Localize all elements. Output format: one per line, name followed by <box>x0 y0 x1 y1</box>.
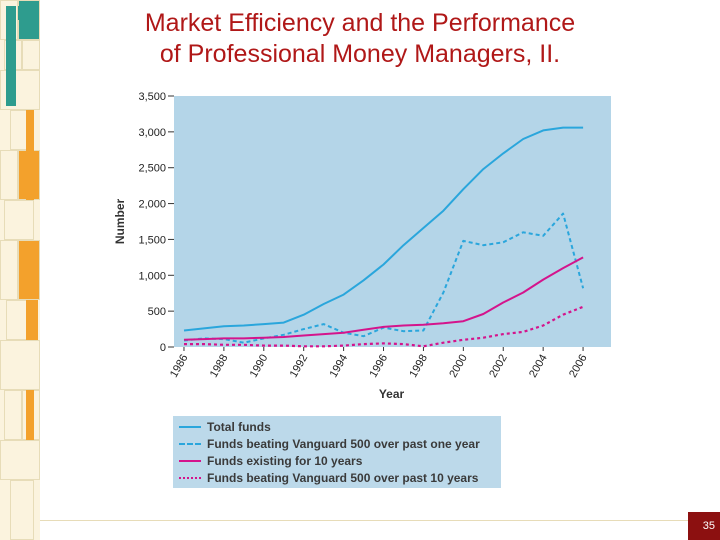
y-axis-label: Number <box>113 199 127 245</box>
y-tick-label: 500 <box>148 306 166 318</box>
bottom-divider <box>40 520 688 521</box>
series-line <box>183 256 584 341</box>
x-tick-label: 1986 <box>168 353 191 380</box>
y-tick-label: 3,500 <box>138 91 166 103</box>
chart-legend: Total funds Funds beating Vanguard 500 ov… <box>173 416 501 488</box>
x-tick-label: 2006 <box>567 353 590 380</box>
legend-label: Funds beating Vanguard 500 over past one… <box>207 436 480 451</box>
x-tick-label: 1998 <box>407 353 430 380</box>
legend-swatch <box>179 459 201 462</box>
legend-swatch <box>179 425 201 428</box>
y-tick-label: 2,500 <box>138 163 166 175</box>
x-tick-label: 2002 <box>487 353 510 380</box>
x-tick-label: 1996 <box>367 353 390 380</box>
deco-accent <box>26 300 38 340</box>
x-tick-label: 1994 <box>328 353 351 380</box>
legend-item: Funds beating Vanguard 500 over past 10 … <box>179 469 478 486</box>
series-line <box>183 126 584 332</box>
series-line <box>184 305 584 348</box>
y-tick-label: 1,500 <box>138 234 166 246</box>
legend-swatch <box>179 476 201 479</box>
legend-item: Funds beating Vanguard 500 over past one… <box>179 435 480 452</box>
slide-title: Market Efficiency and the Performance of… <box>40 8 680 70</box>
deco-cell <box>4 200 34 240</box>
deco-cell <box>0 340 40 390</box>
x-tick-label: 2000 <box>447 353 470 380</box>
title-line-1: Market Efficiency and the Performance <box>144 9 576 37</box>
x-axis: 1986 1988 1990 1992 1994 1996 1998 2000 2002 2004… <box>168 347 590 380</box>
deco-accent <box>6 6 16 106</box>
legend-item: Funds existing for 10 years <box>179 452 362 469</box>
legend-label: Total funds <box>207 419 271 434</box>
x-tick-label: 1988 <box>208 353 231 380</box>
legend-item: Total funds <box>179 418 271 435</box>
y-tick-label: 0 <box>160 342 166 354</box>
y-axis: 0 500 1,000 1,500 2,000 2,500 3,000 3,500 <box>138 91 174 354</box>
deco-cell <box>0 70 40 110</box>
legend-swatch <box>179 442 201 445</box>
x-tick-label: 1992 <box>288 353 311 380</box>
deco-cell <box>0 150 18 200</box>
y-tick-label: 3,000 <box>138 127 166 139</box>
deco-cell <box>22 40 40 70</box>
legend-label: Funds beating Vanguard 500 over past 10 … <box>207 470 479 485</box>
x-axis-label: Year <box>379 387 405 401</box>
deco-accent <box>26 110 34 200</box>
title-line-2: of Professional Money Managers, II. <box>159 40 561 68</box>
deco-cell <box>0 440 40 480</box>
deco-accent <box>26 390 34 440</box>
plot-area <box>174 96 611 347</box>
decorative-strip <box>0 0 40 540</box>
deco-cell <box>4 390 22 440</box>
y-tick-label: 1,000 <box>138 270 166 282</box>
x-tick-label: 2004 <box>527 353 550 380</box>
x-tick-label: 1990 <box>248 353 271 380</box>
series-lines <box>183 126 585 348</box>
deco-cell <box>18 240 40 300</box>
legend-label: Funds existing for 10 years <box>207 453 363 468</box>
page-number: 35 <box>688 512 720 540</box>
deco-accent <box>18 6 32 20</box>
y-tick-label: 2,000 <box>138 199 166 211</box>
deco-cell <box>0 240 18 300</box>
